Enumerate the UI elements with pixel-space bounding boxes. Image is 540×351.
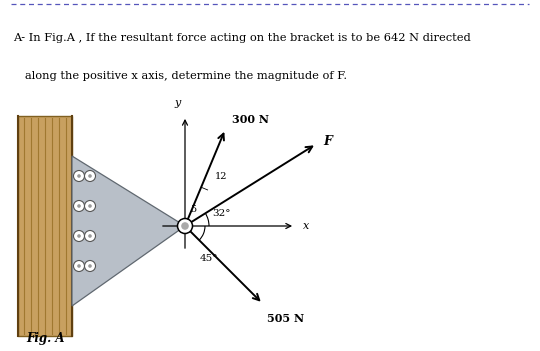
Text: A- In Fig.A , If the resultant force acting on the bracket is to be 642 N direct: A- In Fig.A , If the resultant force act… — [14, 33, 471, 42]
Circle shape — [73, 231, 84, 241]
Text: Fig. A: Fig. A — [26, 332, 64, 345]
Circle shape — [181, 222, 189, 230]
Polygon shape — [72, 156, 185, 306]
Circle shape — [73, 260, 84, 272]
Circle shape — [77, 204, 81, 208]
Polygon shape — [18, 116, 72, 336]
Text: 5: 5 — [190, 205, 196, 214]
Circle shape — [88, 264, 92, 268]
Circle shape — [73, 171, 84, 181]
Text: 12: 12 — [215, 172, 228, 181]
Circle shape — [88, 234, 92, 238]
Text: 505 N: 505 N — [267, 313, 304, 324]
Text: 300 N: 300 N — [232, 114, 269, 125]
Text: y: y — [175, 98, 181, 108]
Circle shape — [73, 200, 84, 212]
Text: x: x — [303, 221, 309, 231]
Circle shape — [88, 174, 92, 178]
Circle shape — [77, 264, 81, 268]
Circle shape — [84, 200, 96, 212]
Circle shape — [178, 219, 192, 233]
Text: F: F — [323, 135, 332, 148]
Circle shape — [88, 204, 92, 208]
Text: 45°: 45° — [200, 254, 219, 263]
Text: 32°: 32° — [212, 209, 231, 218]
Circle shape — [84, 171, 96, 181]
Circle shape — [77, 234, 81, 238]
Circle shape — [84, 260, 96, 272]
Text: along the positive x axis, determine the magnitude of F.: along the positive x axis, determine the… — [14, 71, 347, 81]
Circle shape — [84, 231, 96, 241]
Circle shape — [77, 174, 81, 178]
